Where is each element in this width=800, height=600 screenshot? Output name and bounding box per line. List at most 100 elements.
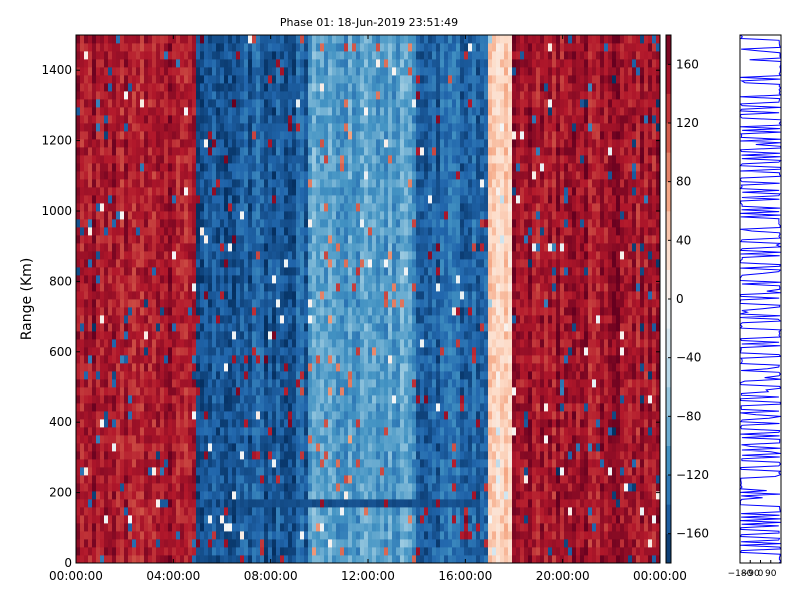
heatmap-cell <box>164 435 169 444</box>
heatmap-cell <box>124 83 129 92</box>
heatmap-cell <box>296 123 301 132</box>
heatmap-cell <box>296 35 301 44</box>
heatmap-cell <box>376 187 381 196</box>
heatmap-cell <box>252 115 257 124</box>
heatmap-cell <box>104 203 109 212</box>
heatmap-cell <box>376 459 381 468</box>
heatmap-cell <box>352 515 357 524</box>
heatmap-cell <box>372 347 377 356</box>
heatmap-cell <box>212 459 217 468</box>
heatmap-cell <box>308 427 313 436</box>
heatmap-cell <box>216 459 221 468</box>
heatmap-cell <box>204 251 209 260</box>
heatmap-cell <box>232 283 237 292</box>
heatmap-cell <box>336 467 341 476</box>
heatmap-cell <box>164 75 169 84</box>
heatmap-cell <box>360 251 365 260</box>
heatmap-cell <box>328 435 333 444</box>
heatmap-cell <box>376 211 381 220</box>
heatmap-cell <box>256 227 261 236</box>
heatmap-cell <box>292 99 297 108</box>
heatmap-cell <box>140 35 145 44</box>
heatmap-cell <box>204 195 209 204</box>
heatmap-cell <box>240 379 245 388</box>
heatmap-cell <box>344 363 349 372</box>
heatmap-cell <box>212 331 217 340</box>
heatmap-cell <box>328 419 333 428</box>
heatmap-cell <box>356 139 361 148</box>
heatmap-cell <box>116 283 121 292</box>
heatmap-cell <box>232 555 237 564</box>
heatmap-cell <box>84 363 89 372</box>
heatmap-cell <box>184 51 189 60</box>
heatmap-cell <box>164 203 169 212</box>
heatmap-cell <box>268 379 273 388</box>
heatmap-cell <box>180 219 185 228</box>
heatmap-cell <box>188 59 193 68</box>
heatmap-cell <box>92 411 97 420</box>
heatmap-cell <box>108 51 113 60</box>
heatmap-cell <box>340 379 345 388</box>
heatmap-cell <box>136 427 141 436</box>
heatmap-cell <box>184 235 189 244</box>
heatmap-cell <box>288 323 293 332</box>
heatmap-cell <box>260 347 265 356</box>
heatmap-cell <box>140 75 145 84</box>
heatmap-cell <box>76 179 81 188</box>
heatmap-cell <box>188 67 193 76</box>
heatmap-cell <box>272 147 277 156</box>
heatmap-cell <box>160 115 165 124</box>
heatmap-cell <box>80 299 85 308</box>
heatmap-cell <box>260 419 265 428</box>
heatmap-cell <box>240 371 245 380</box>
heatmap-cell <box>188 491 193 500</box>
heatmap-cell <box>132 131 137 140</box>
heatmap-cell <box>104 155 109 164</box>
heatmap-cell <box>320 219 325 228</box>
heatmap-cell <box>304 483 309 492</box>
heatmap-cell <box>348 387 353 396</box>
heatmap-cell <box>332 363 337 372</box>
heatmap-cell <box>116 491 121 500</box>
heatmap-cell <box>232 187 237 196</box>
heatmap-cell <box>232 523 237 532</box>
heatmap-cell <box>336 355 341 364</box>
heatmap-cell <box>144 315 149 324</box>
heatmap-cell <box>188 227 193 236</box>
heatmap-cell <box>300 107 305 116</box>
heatmap-cell <box>308 131 313 140</box>
heatmap-cell <box>196 411 201 420</box>
heatmap-cell <box>88 51 93 60</box>
heatmap-cell <box>80 411 85 420</box>
heatmap-cell <box>240 291 245 300</box>
heatmap-cell <box>108 443 113 452</box>
heatmap-cell <box>284 211 289 220</box>
heatmap-cell <box>372 139 377 148</box>
heatmap-cell <box>360 291 365 300</box>
heatmap-cell <box>276 331 281 340</box>
heatmap-cell <box>184 331 189 340</box>
heatmap-cell <box>96 219 101 228</box>
heatmap-cell <box>328 259 333 268</box>
heatmap-cell <box>372 475 377 484</box>
heatmap-cell <box>316 131 321 140</box>
heatmap-cell <box>144 195 149 204</box>
heatmap-cell <box>296 363 301 372</box>
heatmap-cell <box>136 275 141 284</box>
heatmap-cell <box>232 507 237 516</box>
heatmap-cell <box>104 123 109 132</box>
heatmap-cell <box>360 547 365 556</box>
heatmap-cell <box>132 107 137 116</box>
heatmap-cell <box>224 427 229 436</box>
heatmap-cell <box>248 131 253 140</box>
heatmap-cell <box>320 123 325 132</box>
heatmap-cell <box>348 483 353 492</box>
heatmap-cell <box>268 291 273 300</box>
heatmap-cell <box>328 355 333 364</box>
heatmap-cell <box>292 251 297 260</box>
heatmap-cell <box>240 131 245 140</box>
heatmap-cell <box>116 131 121 140</box>
heatmap-cell <box>324 347 329 356</box>
heatmap-cell <box>200 299 205 308</box>
heatmap-cell <box>116 219 121 228</box>
